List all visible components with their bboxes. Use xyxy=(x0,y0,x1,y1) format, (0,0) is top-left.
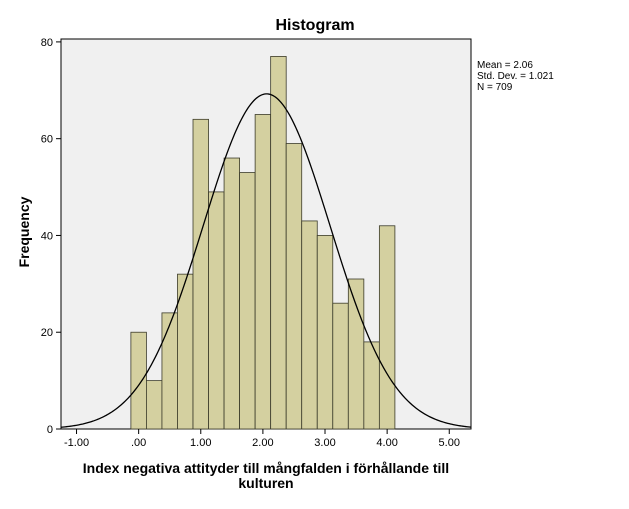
histogram-bar xyxy=(208,191,225,430)
chart-title: Histogram xyxy=(275,17,354,34)
histogram-bar xyxy=(130,331,147,430)
histogram-bar xyxy=(285,143,303,430)
x-tick-label: 1.00 xyxy=(190,437,211,449)
y-tick-label: 60 xyxy=(41,134,53,146)
histogram-bar xyxy=(316,235,334,430)
histogram-bar xyxy=(161,312,178,430)
x-tick-label: 2.00 xyxy=(252,437,273,449)
histogram-bar xyxy=(239,172,256,430)
y-axis-label: Frequency xyxy=(16,196,32,267)
stats-n: N = 709 xyxy=(477,82,513,93)
histogram-bar xyxy=(332,302,349,430)
stats-std-dev: Std. Dev. = 1.021 xyxy=(477,71,554,82)
y-tick-label: 80 xyxy=(41,37,53,49)
histogram-bar xyxy=(270,56,287,430)
x-axis-label-line-2: kulturen xyxy=(238,475,293,491)
x-tick-label: -1.00 xyxy=(64,437,89,449)
x-axis-label-line-1: Index negativa attityder till mångfalden… xyxy=(83,460,449,476)
y-tick-label: 20 xyxy=(41,327,53,339)
x-tick-label: 5.00 xyxy=(439,437,460,449)
histogram-bar xyxy=(301,220,318,430)
x-tick-label: 3.00 xyxy=(314,437,335,449)
y-tick-label: 0 xyxy=(47,424,53,436)
normal-curve xyxy=(60,93,472,428)
stats-mean: Mean = 2.06 xyxy=(477,60,533,71)
y-tick-label: 40 xyxy=(41,230,53,242)
histogram-bar xyxy=(223,157,240,430)
histogram-bar xyxy=(192,118,209,430)
histogram-bar xyxy=(347,278,365,430)
histogram-bar xyxy=(254,114,272,430)
x-tick-label: 4.00 xyxy=(376,437,397,449)
bars-group xyxy=(130,56,396,430)
x-tick-label: .00 xyxy=(131,437,146,449)
histogram-bar xyxy=(146,380,163,430)
histogram-bar xyxy=(378,225,396,430)
axes-group: 0 20 40 60 80 -1.00 .00 1.00 2.00 3.00 4.00 5.00 xyxy=(41,37,460,449)
